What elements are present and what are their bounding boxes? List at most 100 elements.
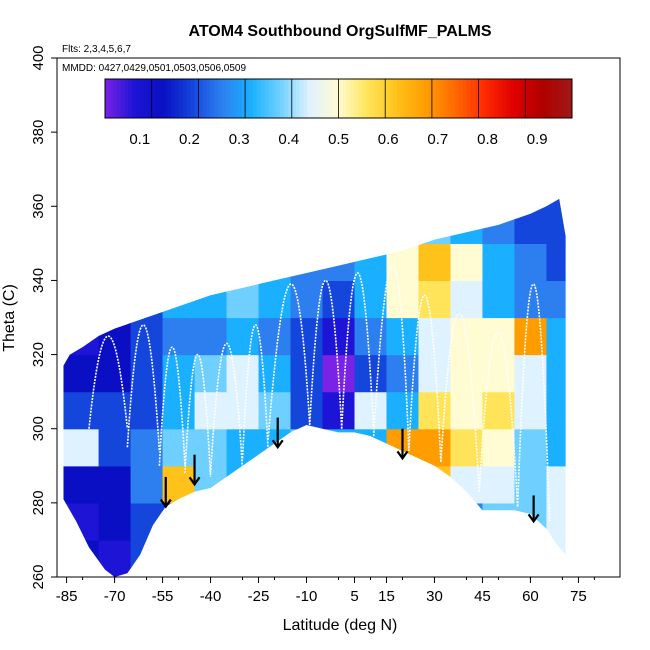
arrow-marker <box>396 428 409 461</box>
colorbar-segment <box>260 79 266 118</box>
colorbar-segment <box>155 79 160 118</box>
colorbar-segment <box>221 79 227 118</box>
flight-track <box>267 283 311 440</box>
heatmap-cell <box>546 539 566 577</box>
heatmap-cell <box>450 391 484 430</box>
heatmap-cell <box>450 243 484 282</box>
colorbar-segment <box>338 79 343 118</box>
colorbar-segment <box>346 79 351 118</box>
heatmap-cell <box>226 391 260 430</box>
heatmap-cell <box>130 317 164 356</box>
heatmap-cell <box>194 354 228 393</box>
colorbar-segment <box>369 79 375 118</box>
heatmap-cell <box>386 465 420 504</box>
heatmap-cell <box>418 539 452 577</box>
heatmap-cell <box>514 354 548 393</box>
x-tick-label: 15 <box>378 588 395 605</box>
colorbar-segment <box>330 79 336 118</box>
heatmap-cell <box>386 280 420 319</box>
colorbar-segment <box>513 79 519 118</box>
heatmap-cell <box>226 539 260 577</box>
colorbar-segment <box>435 79 441 118</box>
flight-track <box>408 294 442 463</box>
heatmap-cell <box>482 502 516 541</box>
colorbar-segment <box>171 79 176 118</box>
colorbar-segment <box>389 79 394 118</box>
heatmap-cell <box>450 428 484 467</box>
colorbar-segment <box>256 79 262 118</box>
heatmap-cell <box>162 428 196 467</box>
heatmap-cell <box>130 354 164 393</box>
heatmap-cell <box>63 539 100 577</box>
colorbar-segment <box>190 79 196 118</box>
heatmap-cell <box>546 428 566 467</box>
colorbar-segment <box>229 79 234 118</box>
colorbar-segment <box>474 79 480 118</box>
heatmap-cell <box>98 354 132 393</box>
heatmap-cell <box>354 198 388 244</box>
heatmap-cell <box>546 354 566 393</box>
heatmap-cell <box>63 317 100 356</box>
heatmap-cell <box>194 539 228 577</box>
heatmap-cell <box>482 539 516 577</box>
heatmap-cell <box>130 198 164 244</box>
colorbar-segment <box>268 79 273 118</box>
colorbar-segment <box>186 79 192 118</box>
colorbar-segment <box>443 79 448 118</box>
y-axis-title: Theta (C) <box>1 284 18 352</box>
heatmap-cell <box>162 280 196 319</box>
flight-track <box>478 331 519 507</box>
colorbar-segment <box>284 79 289 118</box>
heatmap-cell <box>63 280 100 319</box>
colorbar-segment <box>248 79 254 118</box>
colorbar-segment <box>112 79 118 118</box>
heatmap-cell <box>130 539 164 577</box>
colorbar-segment <box>428 79 433 118</box>
colorbar-segment <box>486 79 491 118</box>
heatmap-cell <box>546 317 566 356</box>
heatmap-cell <box>482 280 516 319</box>
flight-track <box>209 342 244 474</box>
heatmap-cell <box>226 354 260 393</box>
colorbar-segment <box>334 79 339 118</box>
heatmap-cell <box>226 198 260 244</box>
heatmap-cell <box>290 428 324 467</box>
heatmap-cell <box>130 502 164 541</box>
x-tick-label: -40 <box>200 588 222 605</box>
colorbar-tick-label: 0.5 <box>328 131 349 148</box>
heatmap-cell <box>418 280 452 319</box>
heatmap-cell <box>546 502 566 541</box>
x-tick-label: -85 <box>56 588 78 605</box>
colorbar-segment <box>381 79 386 118</box>
flight-track <box>308 279 343 429</box>
heatmap-cell <box>386 198 420 244</box>
heatmap-cell <box>63 354 100 393</box>
colorbar-segment <box>264 79 269 118</box>
heatmap-cell <box>63 502 100 541</box>
heatmap-cell <box>162 317 196 356</box>
colorbar-segment <box>307 79 312 118</box>
y-tick-label: 380 <box>30 120 47 145</box>
arrow-marker <box>159 476 172 509</box>
flight-track <box>340 272 375 433</box>
colorbar-segment <box>136 79 141 118</box>
heatmap-cell <box>322 391 356 430</box>
colorbar-tick-label: 0.1 <box>129 131 150 148</box>
colorbar-segment <box>237 79 242 118</box>
colorbar-segment <box>564 79 569 118</box>
colorbar-segment <box>198 79 203 118</box>
heatmap-cell <box>450 280 484 319</box>
colorbar-segment <box>466 79 472 118</box>
heatmap-cell <box>386 502 420 541</box>
colorbar-segment <box>276 79 281 118</box>
heatmap-cell <box>514 280 548 319</box>
colorbar-segment <box>280 79 285 118</box>
heatmap-cell <box>258 243 292 282</box>
heatmap-cell <box>290 243 324 282</box>
colorbar-segment <box>202 79 207 118</box>
colorbar-tick-label: 0.6 <box>378 131 399 148</box>
colorbar-segment <box>361 79 367 118</box>
colorbar-segment <box>404 79 410 118</box>
colorbar-segment <box>517 79 522 118</box>
heatmap-cell <box>322 428 356 467</box>
